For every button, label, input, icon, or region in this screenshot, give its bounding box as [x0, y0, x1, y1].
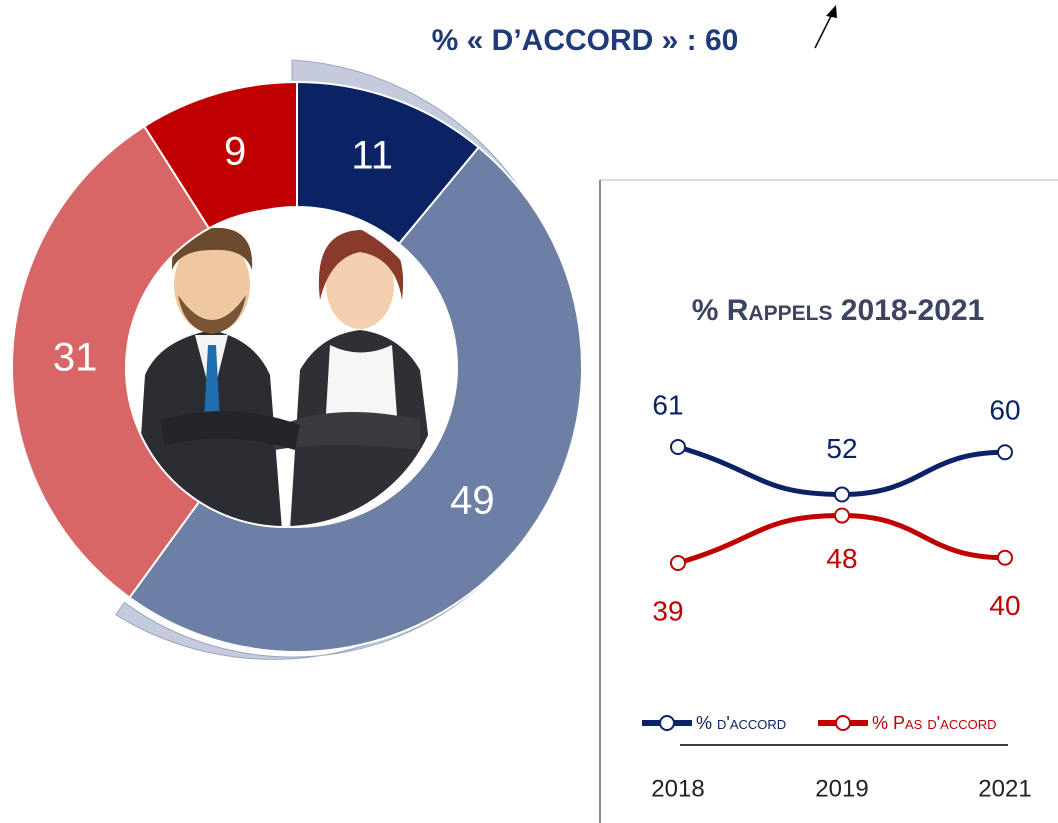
point	[671, 440, 685, 454]
data-label: 61	[652, 389, 683, 420]
data-label: 39	[652, 595, 683, 626]
x-tick-label: 2018	[651, 775, 704, 802]
trend-arrow	[815, 5, 837, 48]
donut-title: % « D’ACCORD » : 60	[432, 24, 739, 57]
point	[998, 551, 1012, 565]
data-label: 31	[53, 336, 98, 380]
page: % « D’ACCORD » : 60 11 49 31 9 % Rappels 20…	[0, 0, 1058, 823]
data-label: 11	[351, 134, 393, 178]
data-label: 48	[826, 543, 857, 574]
data-label: 60	[989, 395, 1020, 426]
data-label: 9	[224, 129, 246, 173]
x-tick-label: 2019	[815, 775, 868, 802]
legend-label: % d'accord	[696, 713, 786, 733]
legend-marker	[836, 716, 850, 730]
legend-marker	[660, 716, 674, 730]
point	[835, 487, 849, 501]
point	[671, 556, 685, 570]
illustration	[125, 208, 445, 530]
line-chart: 2018 2019 2021 61 52 60 % d'accord 39 48 40 % Pas …	[642, 389, 1032, 802]
point	[835, 509, 849, 523]
data-label: 40	[989, 590, 1020, 621]
data-label: 49	[450, 479, 495, 523]
data-label: 52	[826, 433, 857, 464]
point	[998, 445, 1012, 459]
line-title: % Rappels 2018-2021	[692, 294, 985, 327]
x-tick-label: 2021	[978, 775, 1031, 802]
legend-label: % Pas d'accord	[872, 713, 997, 733]
